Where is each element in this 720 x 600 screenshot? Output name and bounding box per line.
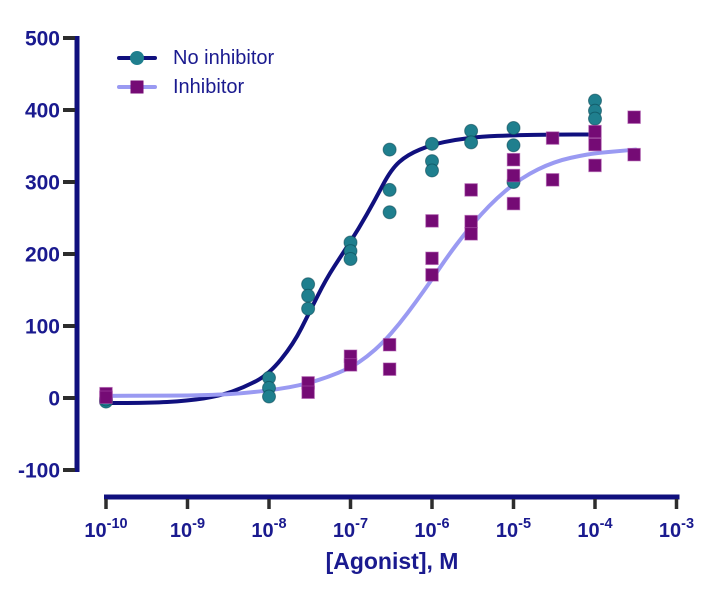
legend-label-inhibitor: Inhibitor: [173, 75, 245, 98]
data-point-no-inhibitor: [425, 136, 439, 151]
square-marker-icon: [130, 80, 144, 94]
data-point-inhibitor: [627, 110, 641, 124]
data-point-no-inhibitor: [425, 163, 439, 178]
x-tick-label: 10-10: [84, 516, 127, 542]
x-tick-label: 10-9: [170, 516, 205, 542]
data-point-no-inhibitor: [506, 138, 521, 153]
data-point-no-inhibitor: [301, 301, 316, 316]
data-point-no-inhibitor: [343, 252, 358, 267]
y-tick-label: 300: [25, 172, 60, 195]
circle-marker-icon: [130, 51, 144, 65]
data-point-inhibitor: [343, 358, 358, 372]
x-tick-label: 10-3: [659, 516, 694, 542]
data-point-inhibitor: [425, 214, 439, 228]
data-point-no-inhibitor: [588, 111, 602, 126]
data-point-no-inhibitor: [382, 182, 397, 197]
data-point-inhibitor: [506, 196, 521, 211]
data-point-inhibitor: [545, 173, 560, 187]
legend-item-no-inhibitor: No inhibitor: [117, 47, 274, 69]
legend-item-inhibitor: Inhibitor: [117, 76, 274, 98]
y-tick-label: 500: [25, 28, 60, 51]
data-point-inhibitor: [464, 227, 478, 241]
data-point-inhibitor: [425, 268, 439, 282]
data-point-no-inhibitor: [301, 288, 316, 303]
data-point-inhibitor: [627, 147, 641, 162]
data-point-inhibitor: [545, 131, 560, 145]
data-point-inhibitor: [99, 390, 113, 405]
x-tick-label: 10-6: [414, 516, 449, 542]
data-point-no-inhibitor: [262, 389, 276, 404]
data-point-no-inhibitor: [506, 121, 521, 135]
data-point-inhibitor: [382, 337, 397, 352]
data-point-inhibitor: [588, 158, 602, 173]
legend-key-no-inhibitor: [117, 50, 157, 66]
data-point-no-inhibitor: [382, 205, 397, 220]
data-point-inhibitor: [425, 251, 439, 266]
y-tick-label: 400: [25, 100, 60, 123]
x-tick-label: 10-5: [496, 516, 531, 542]
y-tick-label: 200: [25, 244, 60, 267]
legend: No inhibitor Inhibitor: [117, 47, 274, 98]
x-tick-label: 10-8: [251, 516, 286, 542]
y-tick-label: 0: [48, 388, 60, 411]
data-point-no-inhibitor: [464, 135, 479, 150]
x-axis-title: [Agonist], M: [325, 548, 459, 574]
data-point-inhibitor: [506, 152, 521, 167]
data-point-inhibitor: [301, 385, 315, 399]
data-point-inhibitor: [464, 183, 478, 197]
data-point-inhibitor: [506, 168, 521, 183]
data-point-inhibitor: [588, 124, 602, 139]
legend-label-no-inhibitor: No inhibitor: [173, 46, 275, 69]
data-point-no-inhibitor: [382, 142, 397, 157]
x-tick-label: 10-7: [333, 516, 368, 542]
data-point-inhibitor: [588, 137, 602, 152]
x-tick-label: 10-4: [577, 516, 612, 542]
data-point-inhibitor: [382, 362, 397, 376]
y-tick-label: 100: [25, 316, 60, 339]
y-tick-label: -100: [18, 460, 60, 483]
legend-key-inhibitor: [117, 79, 157, 95]
data-point-inhibitor: [464, 214, 478, 229]
